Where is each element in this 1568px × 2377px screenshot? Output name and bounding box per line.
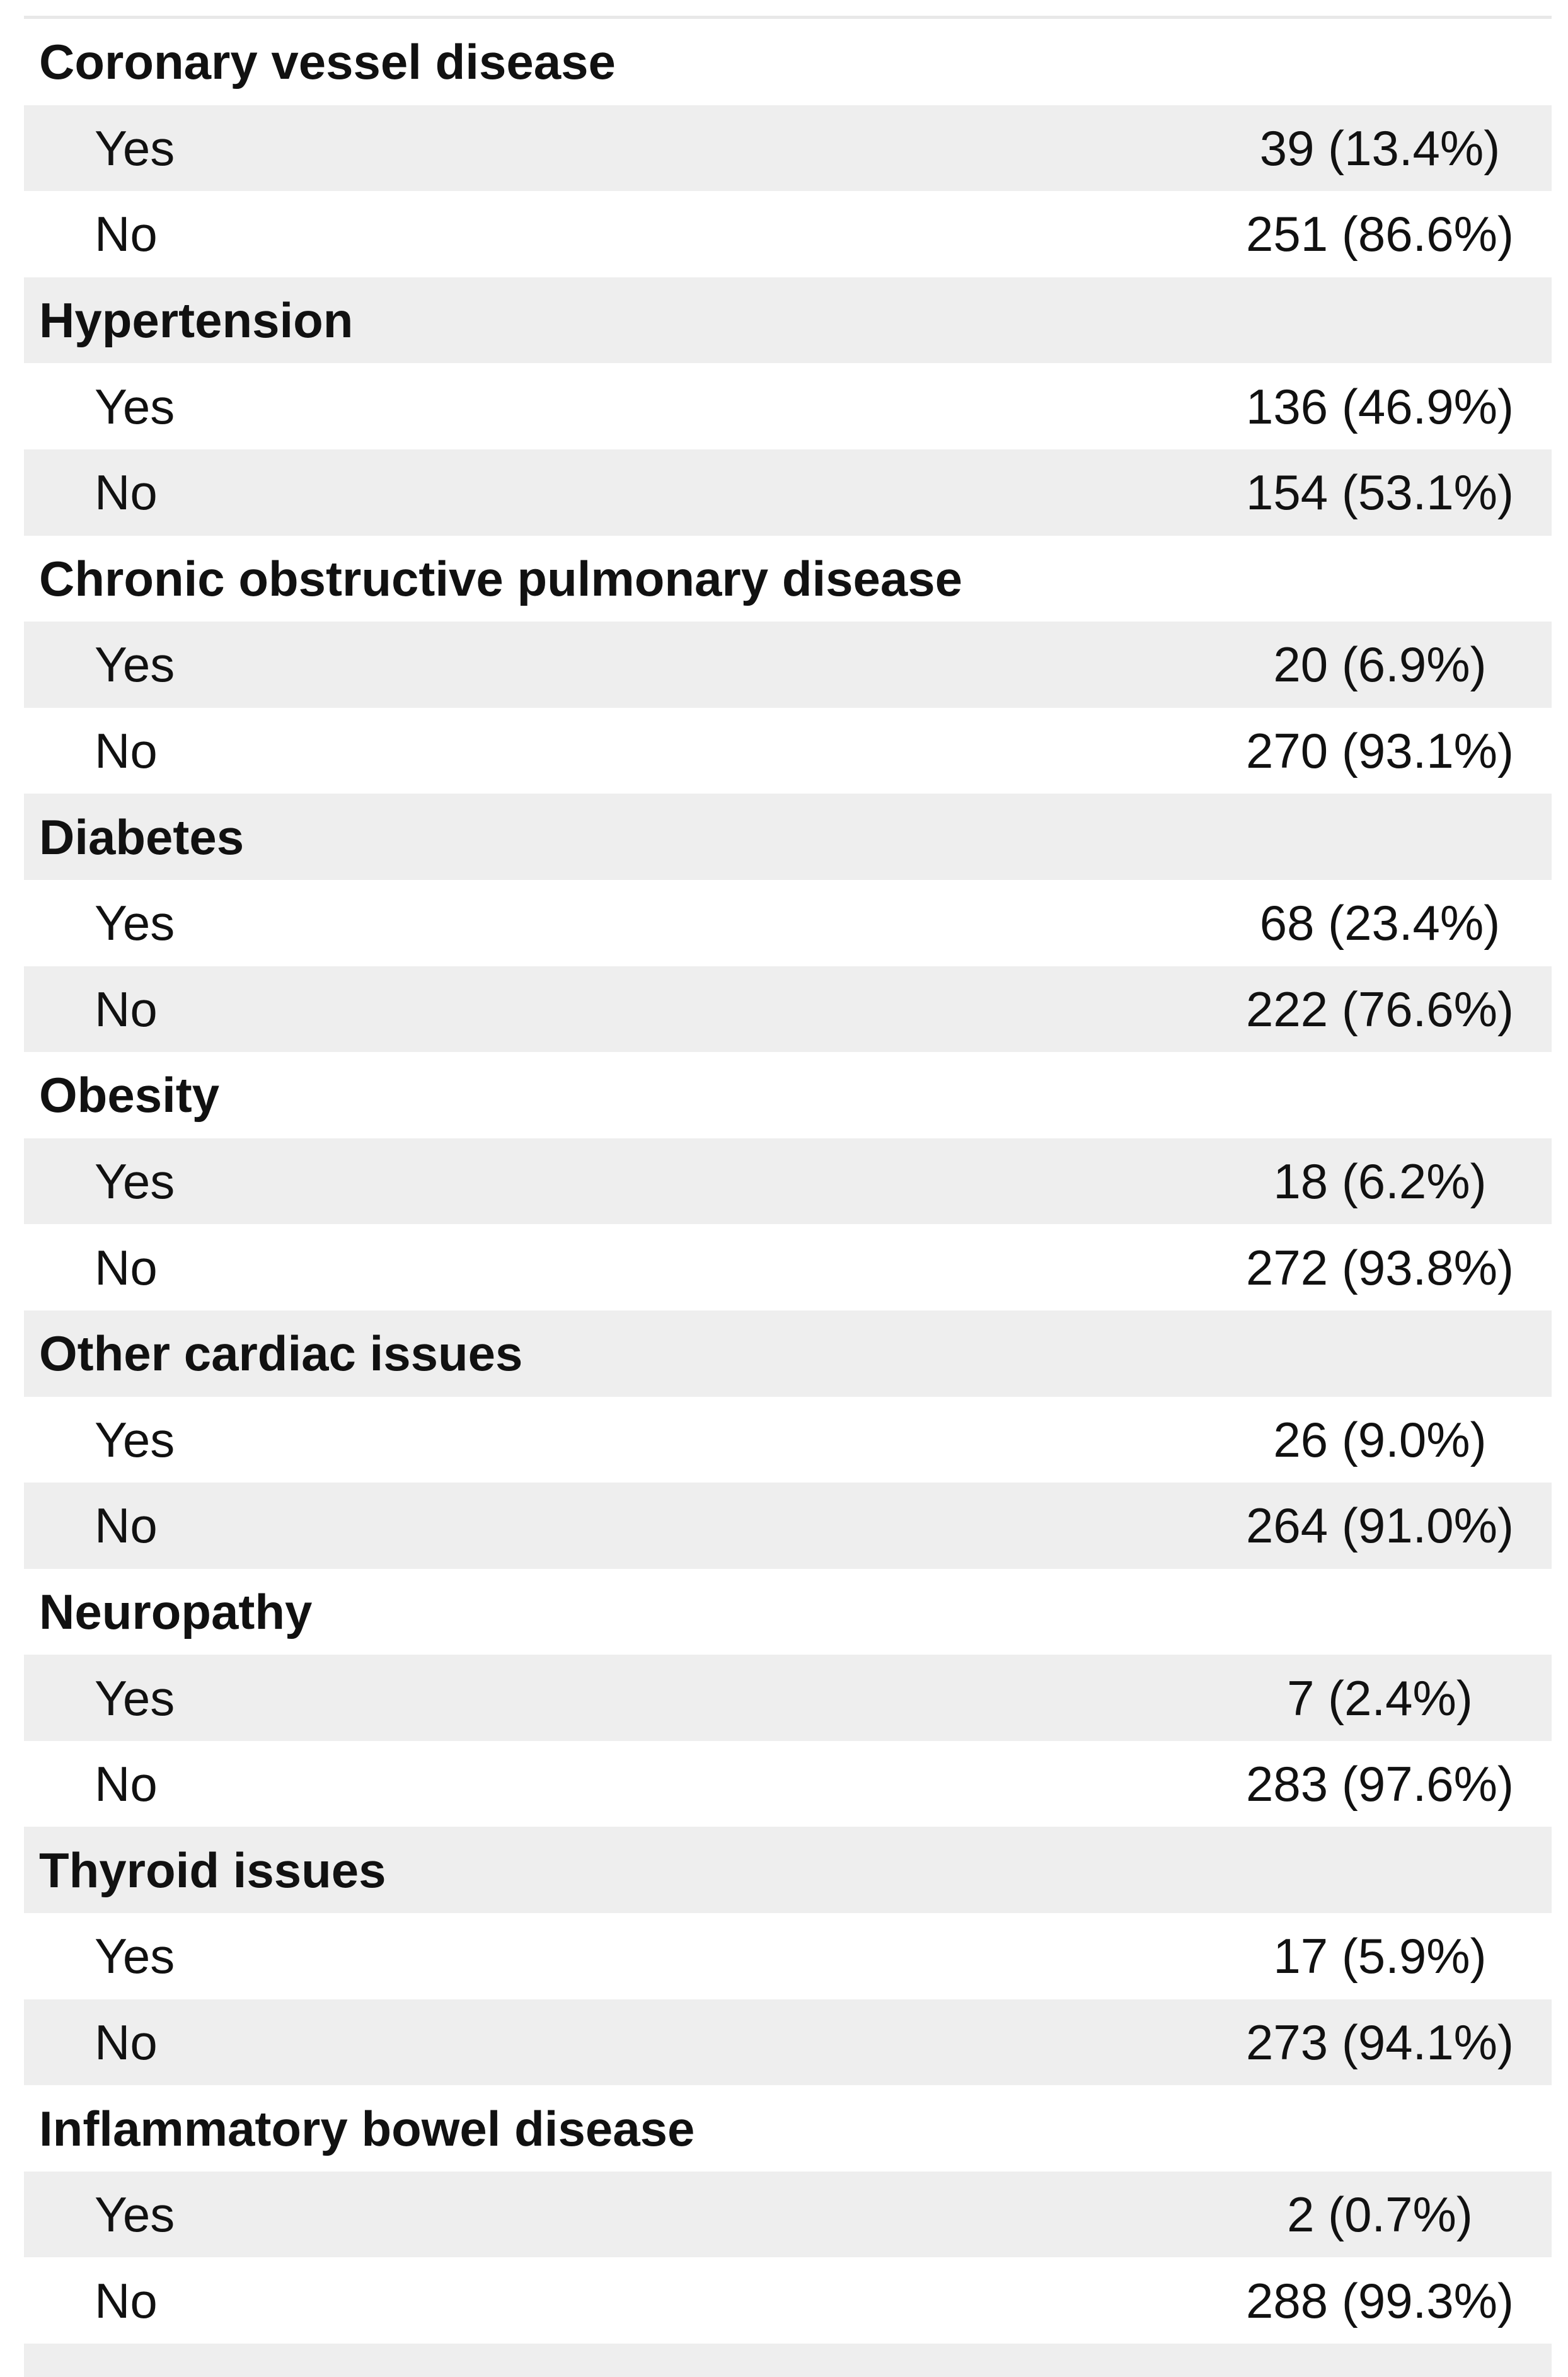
section-header-row: Other cardiac issues	[24, 1310, 1552, 1397]
option-label: No	[95, 2272, 158, 2328]
section-label: Chronic obstructive pulmonary disease	[39, 550, 963, 606]
option-row: Yes 136 (46.9%)	[24, 363, 1552, 449]
option-row: No 283 (97.6%)	[24, 1740, 1552, 1827]
option-label: Yes	[95, 895, 175, 951]
option-row: No 272 (93.8%)	[24, 1224, 1552, 1310]
option-row: Yes 2 (0.7%)	[24, 2171, 1552, 2258]
section-header-row: Diabetes	[24, 794, 1552, 880]
section-label: Diabetes	[39, 809, 245, 865]
option-value: 68 (23.4%)	[1259, 895, 1501, 951]
comorbidities-table: Coronary vessel disease Yes 39 (13.4%) No 25…	[24, 16, 1552, 2377]
section-label: Thyroid issues	[39, 1842, 386, 1898]
section-header-row: Obesity	[24, 1052, 1552, 1138]
section-header-row: Thyroid issues	[24, 1827, 1552, 1914]
section-header-row: Coronary vessel disease	[24, 19, 1552, 105]
option-row: No 222 (76.6%)	[24, 966, 1552, 1053]
section-header-row: Hypertension	[24, 277, 1552, 364]
option-label: No	[95, 981, 158, 1037]
option-label: Yes	[95, 1411, 175, 1467]
option-value: 154 (53.1%)	[1246, 465, 1514, 521]
option-row: No 154 (53.1%)	[24, 449, 1552, 536]
option-label: No	[95, 723, 158, 779]
option-label: No	[95, 1756, 158, 1812]
option-row: No 273 (94.1%)	[24, 1999, 1552, 2086]
table-bottom-strip	[24, 2344, 1552, 2377]
option-label: No	[95, 2014, 158, 2070]
option-value: 136 (46.9%)	[1246, 378, 1514, 434]
option-row: Yes 26 (9.0%)	[24, 1396, 1552, 1483]
option-value: 272 (93.8%)	[1246, 1239, 1514, 1295]
option-label: Yes	[95, 1928, 175, 1984]
section-label: Obesity	[39, 1067, 220, 1123]
section-label: Other cardiac issues	[39, 1326, 523, 1382]
option-label: No	[95, 1239, 158, 1295]
section-header-row: Chronic obstructive pulmonary disease	[24, 535, 1552, 622]
option-value: 17 (5.9%)	[1273, 1928, 1487, 1984]
option-row: Yes 18 (6.2%)	[24, 1138, 1552, 1225]
option-value: 26 (9.0%)	[1273, 1411, 1487, 1467]
option-value: 251 (86.6%)	[1246, 206, 1514, 262]
option-label: Yes	[95, 1670, 175, 1726]
option-row: No 251 (86.6%)	[24, 191, 1552, 277]
option-row: Yes 20 (6.9%)	[24, 622, 1552, 708]
option-value: 2 (0.7%)	[1287, 2187, 1473, 2243]
table-top-rule	[24, 16, 1552, 19]
option-value: 222 (76.6%)	[1246, 981, 1514, 1037]
option-label: Yes	[95, 2187, 175, 2243]
option-label: Yes	[95, 1154, 175, 1210]
option-value: 39 (13.4%)	[1259, 120, 1501, 176]
option-label: No	[95, 206, 158, 262]
option-label: No	[95, 1498, 158, 1554]
option-row: Yes 17 (5.9%)	[24, 1913, 1552, 1999]
section-label: Hypertension	[39, 292, 354, 349]
comorbidities-table-rows: Coronary vessel disease Yes 39 (13.4%) No 25…	[24, 19, 1552, 2344]
section-header-row: Inflammatory bowel disease	[24, 2085, 1552, 2172]
option-label: Yes	[95, 120, 175, 176]
option-value: 20 (6.9%)	[1273, 637, 1487, 693]
option-label: Yes	[95, 637, 175, 693]
option-row: Yes 39 (13.4%)	[24, 105, 1552, 192]
section-label: Inflammatory bowel disease	[39, 2100, 695, 2156]
option-value: 18 (6.2%)	[1273, 1154, 1487, 1210]
section-header-row: Neuropathy	[24, 1568, 1552, 1655]
option-row: No 270 (93.1%)	[24, 707, 1552, 794]
option-label: Yes	[95, 378, 175, 434]
option-row: Yes 68 (23.4%)	[24, 879, 1552, 966]
option-row: No 264 (91.0%)	[24, 1483, 1552, 1569]
section-label: Neuropathy	[39, 1583, 313, 1640]
option-row: Yes 7 (2.4%)	[24, 1655, 1552, 1741]
section-label: Coronary vessel disease	[39, 34, 616, 90]
option-label: No	[95, 465, 158, 521]
option-value: 264 (91.0%)	[1246, 1498, 1514, 1554]
option-value: 7 (2.4%)	[1287, 1670, 1473, 1726]
option-value: 288 (99.3%)	[1246, 2272, 1514, 2328]
option-value: 270 (93.1%)	[1246, 723, 1514, 779]
option-value: 273 (94.1%)	[1246, 2014, 1514, 2070]
option-row: No 288 (99.3%)	[24, 2257, 1552, 2344]
option-value: 283 (97.6%)	[1246, 1756, 1514, 1812]
